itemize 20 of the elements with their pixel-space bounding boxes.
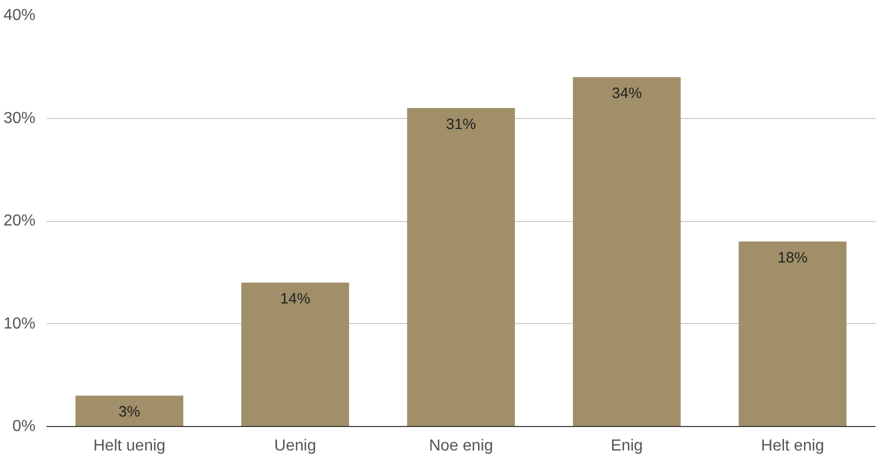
data-label: 3% [118, 404, 140, 421]
x-tick-label: Enig [610, 438, 643, 454]
bar [76, 396, 184, 426]
y-tick-label: 10% [3, 315, 36, 332]
y-tick-label: 20% [3, 212, 36, 230]
y-tick-label: 30% [3, 110, 36, 127]
x-tick-label: Helt enig [761, 438, 824, 454]
data-label: 18% [778, 250, 808, 267]
bar [572, 77, 681, 426]
data-label: 14% [280, 290, 310, 308]
bar [407, 108, 515, 426]
bar [241, 282, 350, 426]
x-tick-label: Uenig [274, 438, 316, 454]
data-label: 31% [446, 116, 476, 133]
data-label: 34% [612, 85, 642, 102]
y-tick-label: 40% [3, 7, 36, 24]
y-tick-label: 0% [12, 418, 36, 435]
x-tick-label: Noe enig [428, 438, 494, 454]
bar [738, 242, 846, 426]
x-tick-label: Helt uenig [93, 438, 166, 454]
